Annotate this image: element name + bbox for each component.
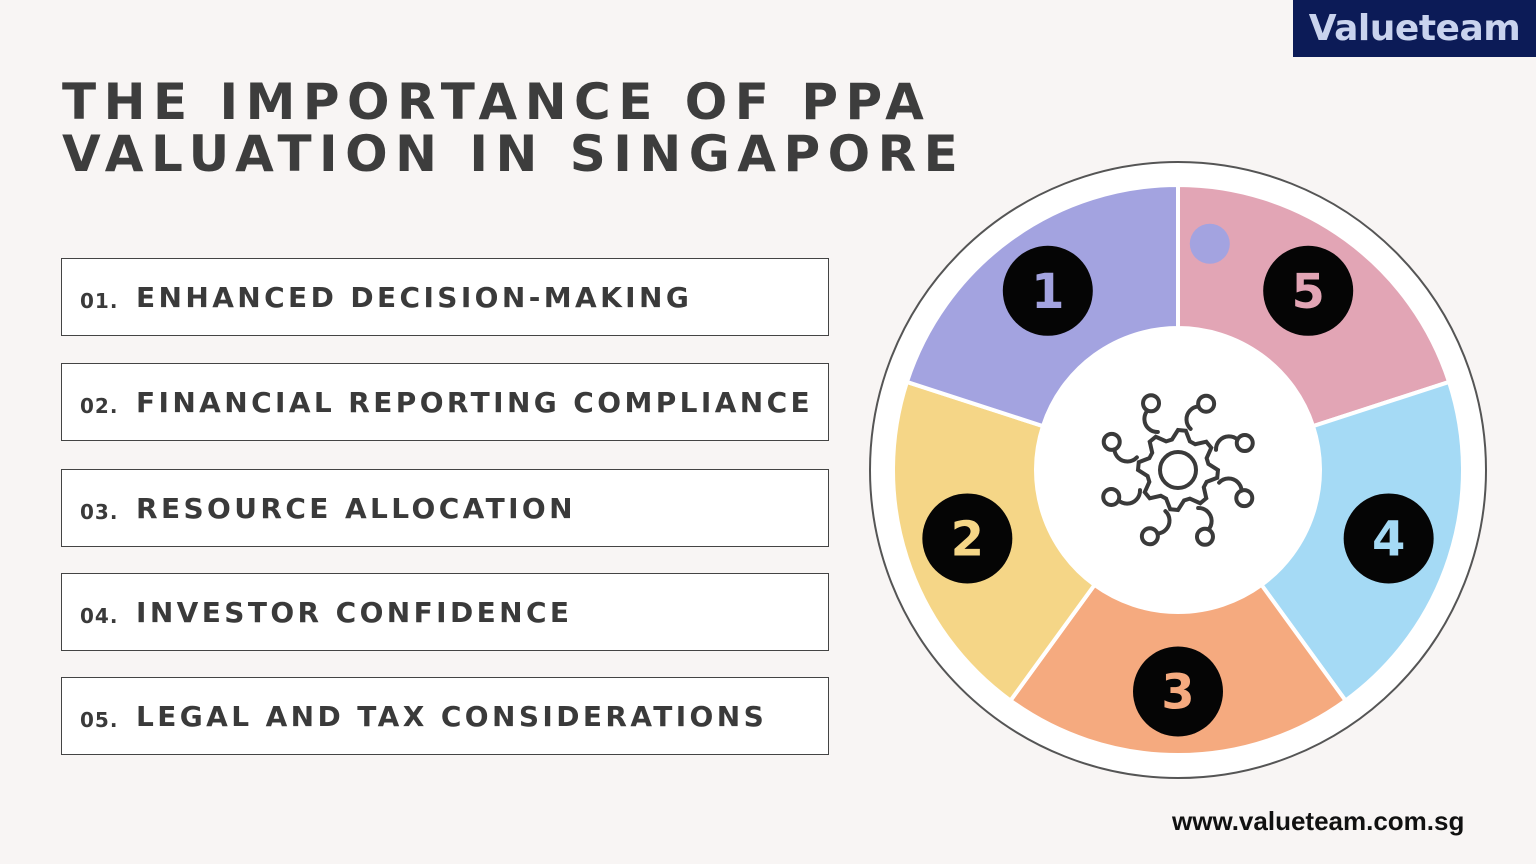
- number-badge-3: [1133, 646, 1223, 737]
- item-label: ENHANCED DECISION-MAKING: [136, 280, 693, 314]
- list-item: 01. ENHANCED DECISION-MAKING: [61, 258, 829, 336]
- person-shoulders: [1141, 505, 1172, 536]
- person-icon: [1196, 393, 1217, 414]
- number-badge-2: [922, 493, 1013, 584]
- person-shoulders: [1213, 434, 1244, 465]
- item-label: FINANCIAL REPORTING COMPLIANCE: [136, 385, 814, 419]
- person-shoulders: [1184, 404, 1215, 435]
- person-shoulders: [1183, 505, 1214, 536]
- list-item: 05. LEGAL AND TAX CONSIDERATIONS: [61, 677, 829, 755]
- title-line-1: THE IMPORTANCE OF PPA: [62, 73, 932, 131]
- logo-text: Valueteam: [1308, 8, 1521, 49]
- list-item: 02. FINANCIAL REPORTING COMPLIANCE: [61, 363, 829, 441]
- title-line-2: VALUATION IN SINGAPORE: [62, 125, 966, 183]
- item-number: 05.: [80, 708, 119, 732]
- person-icon: [1139, 526, 1160, 547]
- piece-number: 5: [1291, 264, 1324, 320]
- item-number: 02.: [80, 394, 119, 418]
- piece-number: 3: [1161, 665, 1194, 721]
- valueteam-logo: Valueteam: [1293, 0, 1536, 57]
- list-item: 03. RESOURCE ALLOCATION: [61, 469, 829, 547]
- person-shoulders: [1112, 475, 1143, 506]
- list-item: 04. INVESTOR CONFIDENCE: [61, 573, 829, 651]
- website-url[interactable]: www.valueteam.com.sg: [1172, 806, 1465, 836]
- person-icon: [1141, 393, 1162, 414]
- number-badge-1: [1002, 245, 1093, 336]
- page-title: THE IMPORTANCE OF PPA VALUATION IN SINGAP…: [62, 76, 965, 180]
- item-label: RESOURCE ALLOCATION: [136, 491, 576, 525]
- person-shoulders: [1213, 476, 1244, 507]
- person-shoulders: [1142, 404, 1173, 435]
- item-number: 04.: [80, 604, 119, 628]
- person-icon: [1194, 526, 1215, 547]
- center-circle: [1036, 328, 1320, 612]
- team-gear-icon: [1101, 393, 1255, 547]
- person-icon: [1101, 486, 1122, 507]
- item-label: LEGAL AND TAX CONSIDERATIONS: [136, 699, 768, 733]
- puzzle-knob: [1189, 223, 1230, 264]
- number-badge-4: [1343, 493, 1434, 584]
- piece-number: 2: [951, 511, 984, 567]
- person-shoulders: [1112, 433, 1143, 464]
- item-number: 03.: [80, 500, 119, 524]
- person-icon: [1234, 433, 1255, 454]
- person-icon: [1101, 431, 1122, 452]
- person-icon: [1234, 488, 1255, 509]
- piece-number: 1: [1031, 264, 1064, 320]
- number-badge-5: [1263, 245, 1354, 336]
- item-label: INVESTOR CONFIDENCE: [136, 595, 573, 629]
- item-number: 01.: [80, 289, 119, 313]
- piece-number: 4: [1372, 511, 1405, 567]
